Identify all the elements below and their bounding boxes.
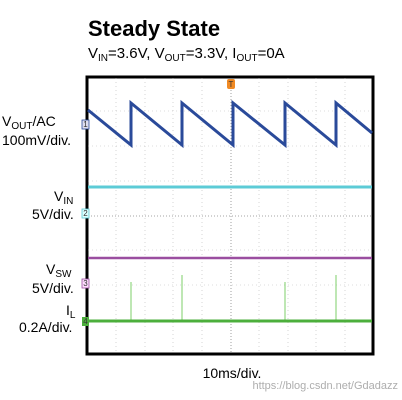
channel-marker: 2 (83, 209, 88, 218)
channel-scale: 5V/div. (32, 280, 74, 296)
scope-screen: 1 2 3 4 T (81, 75, 375, 356)
timebase: 10ms/div. (203, 365, 262, 381)
subtitle-part: V (88, 45, 98, 62)
label-suffix: /AC (32, 113, 55, 129)
channel-scale: 5V/div. (32, 206, 74, 222)
channel-marker: 3 (83, 279, 88, 288)
label-sub: L (70, 310, 76, 321)
label-symbol: V (2, 113, 12, 129)
subtitle-sub: IN (98, 53, 108, 64)
subtitle-sub: OUT (165, 53, 186, 64)
label-symbol: I (66, 302, 70, 318)
subtitle-sub: OUT (236, 53, 257, 64)
label-sub: SW (55, 269, 72, 280)
subtitle-part: =3.3V, I (186, 45, 237, 62)
label-symbol: V (54, 188, 64, 204)
watermark: https://blog.csdn.net/Gdadazz (252, 380, 398, 392)
channel-marker: 4 (83, 317, 88, 326)
channel-label: VSW (46, 261, 72, 280)
subtitle-part: =0A (258, 45, 285, 62)
channel-scale: 100mV/div. (2, 132, 71, 148)
trigger-marker: T (229, 80, 234, 89)
channel-scale: 0.2A/div. (19, 319, 72, 335)
channel-label: VOUT/AC (2, 113, 56, 132)
channel-label: VIN (54, 188, 73, 207)
label-symbol: V (46, 261, 56, 277)
subtitle: VIN=3.6V, VOUT=3.3V, IOUT=0A (88, 45, 285, 64)
channel-label: IL (66, 302, 76, 321)
subtitle-part: =3.6V, V (108, 45, 165, 62)
title: Steady State (88, 16, 220, 41)
label-sub: IN (63, 196, 73, 207)
channel-marker: 1 (83, 120, 88, 129)
label-sub: OUT (11, 121, 32, 132)
